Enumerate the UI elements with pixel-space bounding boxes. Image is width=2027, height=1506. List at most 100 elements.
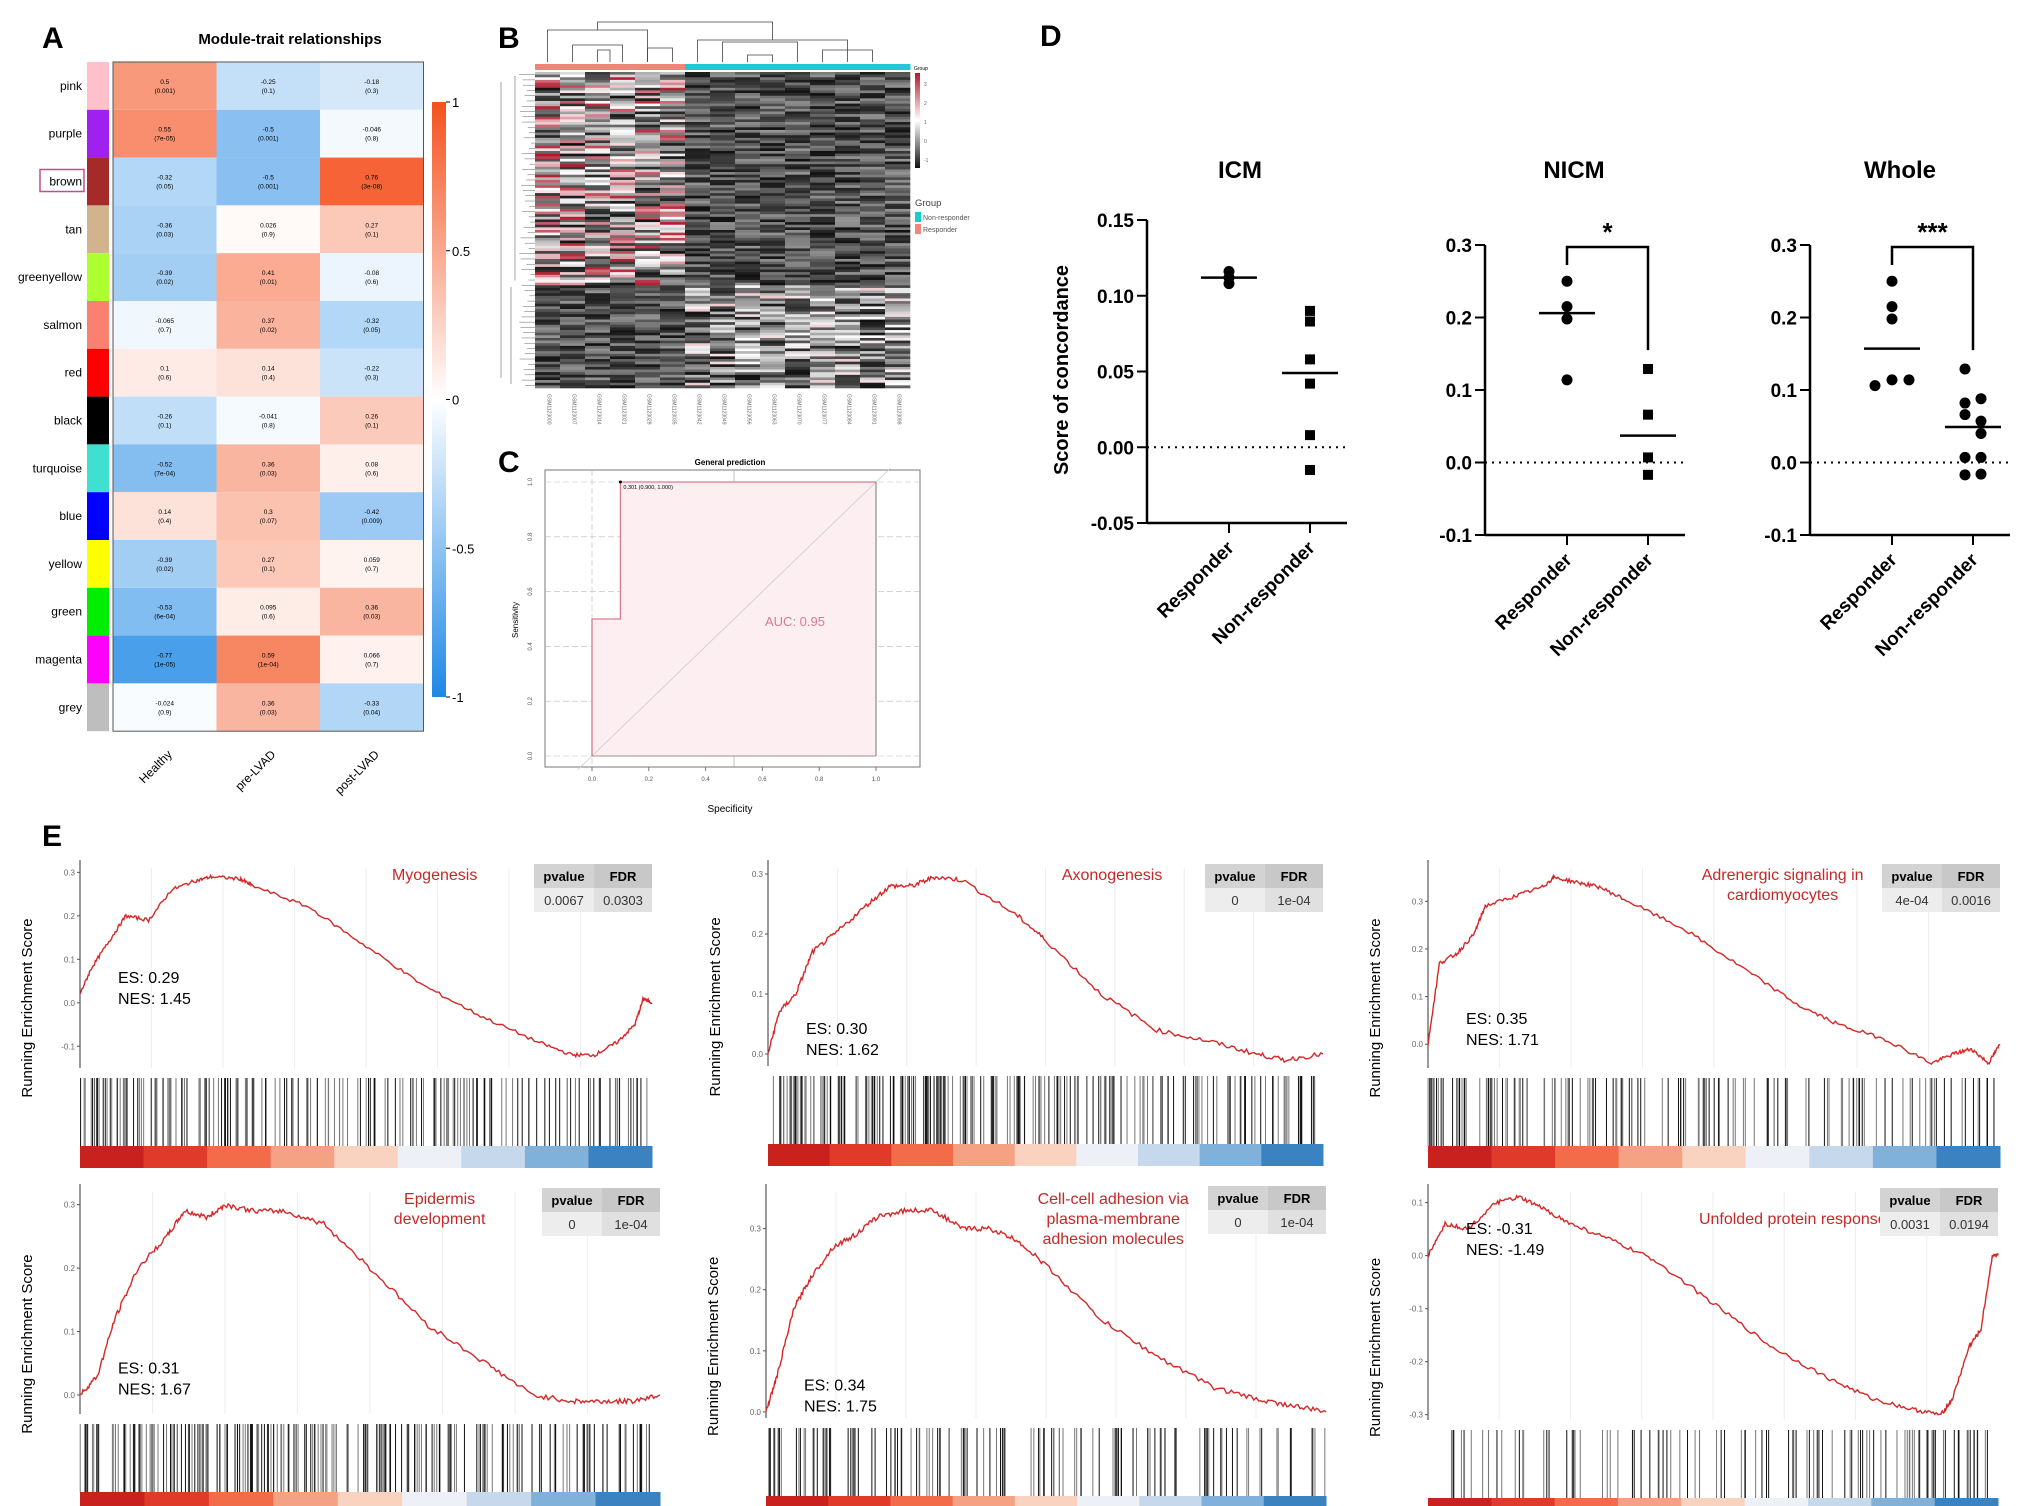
expression-cell (860, 164, 886, 168)
expression-cell (535, 337, 561, 341)
expression-cell (535, 137, 561, 141)
expression-cell (735, 166, 761, 170)
expression-cell (610, 148, 636, 152)
expression-cell (610, 77, 636, 81)
expression-cell (610, 316, 636, 320)
expression-cell (685, 79, 711, 83)
expression-cell (760, 330, 786, 333)
expression-cell (610, 274, 636, 278)
heatmap-cell (216, 205, 320, 254)
expression-cell (810, 311, 836, 315)
data-point (1886, 301, 1898, 313)
expression-cell (885, 72, 911, 75)
expression-cell (810, 306, 836, 310)
expression-cell (835, 137, 861, 141)
expression-cell (810, 90, 836, 94)
y-tick-label: 0.3 (752, 870, 764, 879)
expression-cell (610, 79, 636, 83)
expression-cell (885, 351, 911, 355)
expression-cell (810, 172, 836, 175)
expression-heatmap: GSM1123000 GSM1123007 GSM1123014 GSM1123021… (500, 21, 970, 425)
expression-cell (685, 198, 711, 202)
expression-cell (560, 306, 586, 310)
expression-cell (660, 158, 686, 162)
dendrogram-branch (572, 44, 623, 62)
expression-cell (810, 177, 836, 181)
nes-label: NES: 1.75 (804, 1398, 877, 1415)
expression-cell (785, 169, 811, 173)
expression-cell (760, 119, 786, 123)
expression-cell (710, 201, 736, 204)
expression-cell (810, 258, 836, 262)
expression-cell (760, 293, 786, 297)
y-tick-label: 0.2 (1412, 945, 1424, 954)
expression-cell (835, 266, 861, 270)
expression-cell (535, 211, 561, 215)
expression-cell (760, 79, 786, 83)
expression-cell (560, 261, 586, 265)
expression-cell (735, 293, 761, 297)
roc-curve (591, 481, 876, 756)
expression-cell (885, 364, 911, 368)
expression-cell (860, 90, 886, 94)
expression-cell (785, 343, 811, 347)
expression-cell (610, 82, 636, 86)
expression-cell (560, 295, 586, 299)
expression-cell (610, 206, 636, 210)
expression-cell (735, 359, 761, 362)
expression-cell (760, 248, 786, 252)
expression-cell (735, 140, 761, 144)
expression-cell (835, 311, 861, 315)
expression-cell (660, 327, 686, 331)
expression-cell (860, 293, 886, 297)
expression-cell (860, 248, 886, 252)
expression-cell (685, 216, 711, 220)
group-legend-label: Non-responder (923, 215, 970, 222)
expression-cell (535, 303, 561, 307)
expression-cell (710, 161, 736, 165)
expression-cell (735, 345, 761, 349)
expression-cell (835, 111, 861, 115)
expression-cell (635, 224, 661, 228)
expression-cell (610, 114, 636, 118)
expression-cell (710, 351, 736, 355)
expression-cell (560, 156, 586, 160)
heatmap-cell (113, 109, 217, 158)
expression-cell (785, 374, 811, 378)
expression-cell (810, 100, 836, 104)
expression-cell (635, 114, 661, 118)
expression-cell (785, 280, 811, 283)
y-axis-label: Sensitivity (511, 602, 520, 638)
expression-cell (735, 356, 761, 360)
expression-cell (860, 314, 886, 318)
expression-cell (885, 219, 911, 223)
running-es-curve (767, 875, 1324, 1064)
expression-cell (760, 106, 786, 110)
expression-cell (835, 319, 861, 323)
expression-cell (710, 151, 736, 154)
expression-cell (810, 193, 836, 197)
heatmap-cell (216, 62, 320, 110)
x-tick-label: Responder (1154, 537, 1239, 622)
expression-cell (785, 277, 811, 281)
expression-cell (635, 330, 661, 333)
expression-cell (760, 72, 786, 75)
expression-cell (860, 135, 886, 139)
expression-cell (785, 348, 811, 352)
expression-cell (560, 382, 586, 386)
expression-cell (560, 201, 586, 204)
expression-cell (535, 266, 561, 270)
expression-cell (835, 169, 861, 173)
expression-cell (585, 256, 611, 260)
rank-gradient-segment (143, 1146, 208, 1168)
y-tick-label: -0.1 (1439, 526, 1472, 547)
expression-cell (810, 235, 836, 239)
expression-cell (560, 211, 586, 215)
heatmap-cell (113, 62, 217, 110)
expression-cell (560, 364, 586, 368)
expression-cell (535, 74, 561, 78)
cell-correlation: -0.42 (364, 509, 379, 516)
expression-cell (735, 158, 761, 162)
expression-cell (635, 137, 661, 141)
expression-cell (660, 166, 686, 170)
